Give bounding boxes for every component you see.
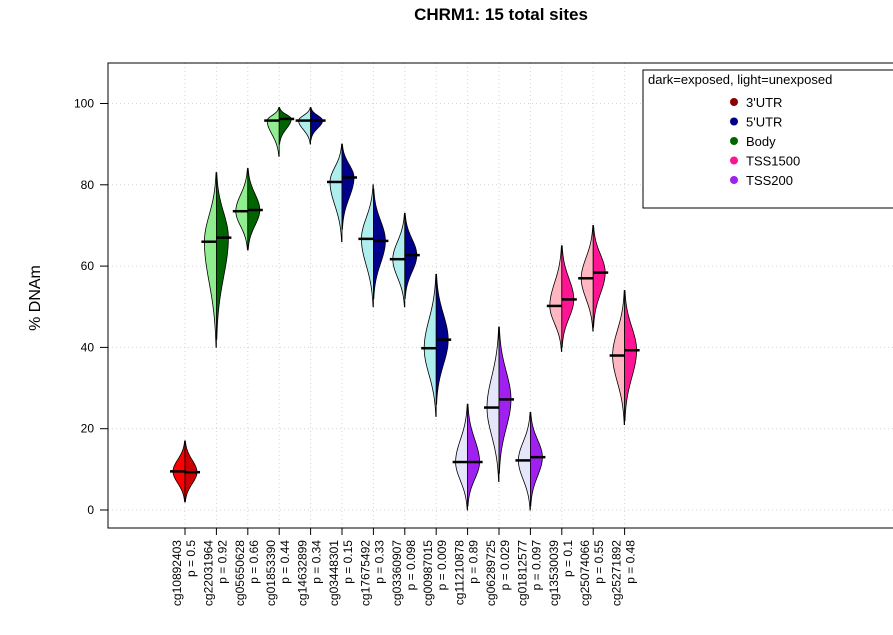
violin-exposed-half xyxy=(467,403,480,507)
legend-label: 3'UTR xyxy=(746,95,782,110)
x-tick-label-cpg: cg05650628 xyxy=(233,540,247,606)
violin-unexposed-half xyxy=(423,273,437,417)
violin-unexposed-half xyxy=(235,168,249,251)
x-tick-label-cpg: cg22031964 xyxy=(201,540,215,606)
violin-exposed-half xyxy=(216,172,229,340)
x-tick-label-pvalue: p = 0.1 xyxy=(561,540,575,577)
x-tick-label-pvalue: p = 0.097 xyxy=(529,540,543,591)
x-tick-label-cpg: cg01853390 xyxy=(264,540,278,606)
x-tick-label-cpg: cg00987015 xyxy=(421,540,435,606)
violin-cg06289725 xyxy=(484,326,514,482)
violin-unexposed-half xyxy=(455,403,468,511)
violin-unexposed-half xyxy=(266,107,280,157)
violin-cg10892403 xyxy=(170,440,200,503)
legend-label: TSS1500 xyxy=(746,154,800,169)
x-tick-label-pvalue: p = 0.15 xyxy=(341,540,355,584)
violin-unexposed-half xyxy=(329,143,343,243)
violin-cg05650628 xyxy=(232,168,263,251)
legend-marker xyxy=(730,137,738,145)
violin-exposed-half xyxy=(341,143,355,230)
x-tick-label-pvalue: p = 0.44 xyxy=(278,540,292,584)
x-tick-label-cpg: cg17675492 xyxy=(358,540,372,606)
x-tick-label-cpg: cg13530039 xyxy=(547,540,561,606)
violin-exposed-half xyxy=(624,290,637,421)
violin-cg22031964 xyxy=(201,172,232,348)
x-tick-label-pvalue: p = 0.009 xyxy=(435,540,449,591)
violin-exposed-half xyxy=(530,412,543,507)
x-tick-label-cpg: cg03360907 xyxy=(390,540,404,606)
legend-title: dark=exposed, light=unexposed xyxy=(648,72,832,87)
violin-cg00987015 xyxy=(421,273,452,417)
violin-cg25271892 xyxy=(609,290,640,426)
violin-cg01853390 xyxy=(264,107,295,157)
legend-marker xyxy=(730,156,738,165)
violin-unexposed-half xyxy=(361,184,374,308)
y-tick-label: 40 xyxy=(81,340,95,354)
legend-label: Body xyxy=(746,134,776,149)
x-tick-label-cpg: cg11210878 xyxy=(453,540,467,606)
violin-unexposed-half xyxy=(486,326,500,482)
violin-cg25074066 xyxy=(578,225,609,332)
x-tick-label-pvalue: p = 0.48 xyxy=(624,540,638,584)
x-tick-label-pvalue: p = 0.5 xyxy=(184,540,198,577)
x-tick-label-cpg: cg06289725 xyxy=(484,540,498,606)
violin-exposed-half xyxy=(310,107,324,141)
y-tick-label: 100 xyxy=(74,97,94,111)
x-tick-label-pvalue: p = 0.098 xyxy=(404,540,418,591)
violin-unexposed-half xyxy=(203,172,217,348)
violin-cg01812577 xyxy=(515,412,546,511)
x-tick-label-cpg: cg01812577 xyxy=(515,540,529,606)
x-tick-label-pvalue: p = 0.34 xyxy=(310,540,324,584)
legend: dark=exposed, light=unexposed 3'UTR 5'UTR… xyxy=(642,69,893,209)
x-tick-label-cpg: cg03448301 xyxy=(327,540,341,606)
legend-marker xyxy=(730,117,738,126)
x-tick-label-pvalue: p = 0.55 xyxy=(592,540,606,584)
violins xyxy=(170,107,640,511)
x-tick-label-pvalue: p = 0.66 xyxy=(247,540,261,584)
violin-exposed-half xyxy=(592,225,606,328)
violin-cg11210878 xyxy=(452,403,483,511)
violin-unexposed-half xyxy=(298,107,311,145)
violin-cg17675492 xyxy=(358,184,389,308)
x-tick-label-cpg: cg14632899 xyxy=(296,540,310,606)
violin-cg03448301 xyxy=(327,143,357,243)
x-tick-label-pvalue: p = 0.92 xyxy=(215,540,229,584)
y-tick-label: 0 xyxy=(87,503,94,517)
violin-exposed-half xyxy=(561,245,575,348)
violin-cg13530039 xyxy=(546,245,577,352)
y-axis-label: % DNAm xyxy=(27,265,44,331)
legend-marker xyxy=(730,98,738,106)
legend-box xyxy=(642,69,893,209)
chart-title: CHRM1: 15 total sites xyxy=(414,5,588,24)
x-tick-label-pvalue: p = 0.33 xyxy=(372,540,386,584)
violin-cg14632899 xyxy=(295,107,326,145)
plot-frame xyxy=(107,62,893,529)
legend-label: TSS200 xyxy=(746,173,793,188)
x-tick-label-cpg: cg25074066 xyxy=(578,540,592,606)
x-tick-label-cpg: cg10892403 xyxy=(170,540,184,606)
y-tick-label: 60 xyxy=(81,259,95,273)
legend-label: 5'UTR xyxy=(746,115,782,130)
x-tick-label-pvalue: p = 0.89 xyxy=(467,540,481,584)
violin-unexposed-half xyxy=(549,245,563,352)
y-tick-label: 80 xyxy=(81,178,95,192)
violin-cg03360907 xyxy=(389,212,420,308)
x-tick-label-cpg: cg25271892 xyxy=(610,540,624,606)
y-tick-label: 20 xyxy=(81,422,95,436)
legend-marker xyxy=(730,176,738,184)
violin-exposed-half xyxy=(278,107,292,145)
violin-unexposed-half xyxy=(612,290,625,426)
violin-exposed-half xyxy=(373,188,386,300)
x-tick-label-pvalue: p = 0.029 xyxy=(498,540,512,591)
